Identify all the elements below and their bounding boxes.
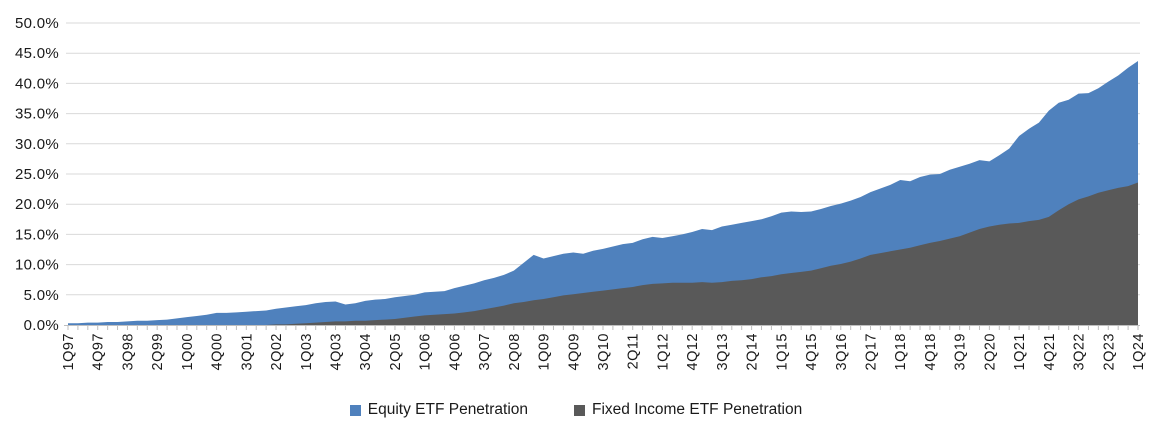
- y-axis-label: 5.0%: [24, 287, 59, 304]
- x-axis-label: 1Q15: [774, 333, 790, 370]
- x-axis-label: 2Q14: [745, 333, 761, 370]
- y-axis-label: 30.0%: [15, 136, 59, 153]
- x-axis-label: 3Q04: [358, 333, 374, 370]
- x-axis-label: 4Q18: [923, 333, 939, 370]
- x-axis-label: 2Q99: [150, 333, 166, 370]
- x-axis-label: 2Q20: [982, 333, 998, 370]
- x-axis-label: 3Q16: [834, 333, 850, 370]
- x-axis-label: 4Q12: [685, 333, 701, 370]
- x-axis-label: 4Q09: [566, 333, 582, 370]
- legend: Equity ETF Penetration Fixed Income ETF …: [0, 401, 1152, 419]
- x-axis-label: 3Q98: [120, 333, 136, 370]
- x-axis-label: 2Q05: [388, 333, 404, 370]
- x-axis-label: 3Q07: [477, 333, 493, 370]
- x-axis-label: 3Q19: [953, 333, 969, 370]
- x-axis-label: 2Q08: [507, 333, 523, 370]
- x-axis-label: 3Q13: [715, 333, 731, 370]
- x-axis-label: 4Q00: [210, 333, 226, 370]
- x-axis-label: 4Q21: [1042, 333, 1058, 370]
- x-axis-label: 1Q12: [655, 333, 671, 370]
- equity-series-swatch: [349, 404, 361, 416]
- y-axis-label: 10.0%: [15, 257, 59, 274]
- x-axis-label: 1Q03: [299, 333, 315, 370]
- x-axis-label: 4Q03: [329, 333, 345, 370]
- x-axis-label: 1Q00: [180, 333, 196, 370]
- x-axis-label: 2Q02: [269, 333, 285, 370]
- legend-item-fixed-income: Fixed Income ETF Penetration: [574, 401, 802, 419]
- x-axis-label: 1Q18: [893, 333, 909, 370]
- x-axis-label: 1Q97: [61, 333, 77, 370]
- y-axis-label: 35.0%: [15, 106, 59, 123]
- x-axis-label: 2Q23: [1101, 333, 1117, 370]
- x-axis-label: 1Q06: [418, 333, 434, 370]
- x-axis-label: 2Q11: [626, 333, 642, 369]
- x-axis-label: 2Q17: [864, 333, 880, 370]
- y-axis-label: 25.0%: [15, 166, 59, 183]
- y-axis-label: 15.0%: [15, 226, 59, 243]
- legend-item-equity: Equity ETF Penetration: [349, 401, 529, 419]
- y-axis-label: 0.0%: [24, 317, 59, 334]
- legend-label-fixed-income: Fixed Income ETF Penetration: [592, 401, 803, 418]
- y-axis-label: 45.0%: [15, 45, 59, 62]
- area-fixed-income: [68, 182, 1138, 325]
- x-axis-label: 4Q97: [91, 333, 107, 370]
- x-axis-label: 3Q01: [239, 333, 255, 370]
- x-axis-label: 4Q15: [804, 333, 820, 370]
- y-axis-label: 40.0%: [15, 75, 59, 92]
- x-axis-label: 4Q06: [447, 333, 463, 370]
- y-axis-label: 20.0%: [15, 196, 59, 213]
- x-axis-label: 1Q09: [537, 333, 553, 370]
- fixed-income-series-swatch: [574, 404, 586, 416]
- legend-label-equity: Equity ETF Penetration: [367, 401, 529, 418]
- x-axis-label: 1Q21: [1012, 333, 1028, 370]
- y-axis-label: 50.0%: [15, 15, 59, 32]
- x-axis-label: 3Q10: [596, 333, 612, 370]
- x-axis-label: 3Q22: [1072, 333, 1088, 370]
- x-axis-label: 1Q24: [1131, 333, 1147, 370]
